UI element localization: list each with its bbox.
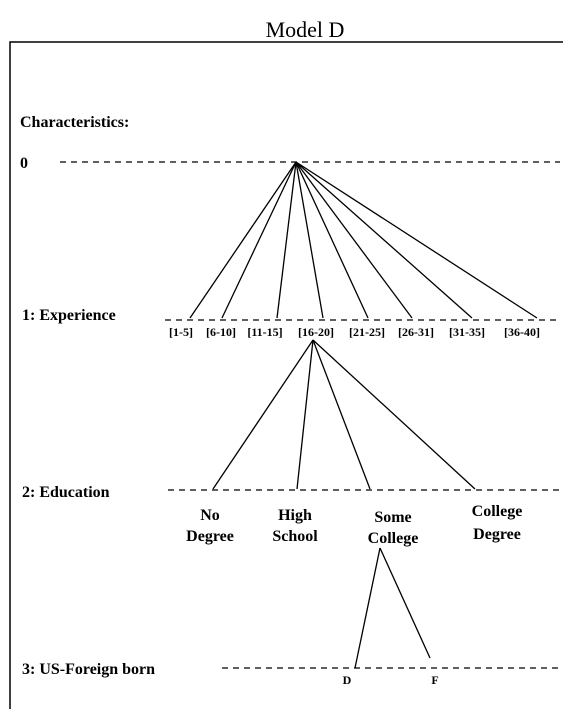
branch [295, 161, 413, 319]
frame [9, 41, 563, 709]
node-label: Degree [473, 526, 521, 543]
branch [312, 339, 476, 490]
branch [295, 161, 369, 319]
branch [295, 161, 473, 319]
node-label: [16-20] [298, 325, 334, 339]
node-label: [6-10] [206, 325, 236, 339]
branch [354, 547, 381, 669]
node-label: School [272, 528, 318, 545]
branch [312, 339, 371, 490]
branch [221, 161, 297, 319]
branch [276, 161, 297, 319]
heading: Characteristics: [20, 114, 129, 131]
node-label: [31-35] [449, 325, 485, 339]
level-label: 3: US-Foreign born [22, 661, 155, 678]
branch [212, 339, 314, 490]
node-label: D [343, 673, 352, 687]
branch [296, 339, 314, 490]
node-label: [1-5] [169, 325, 193, 339]
level-label: 1: Experience [22, 307, 116, 324]
node-label: [11-15] [247, 325, 282, 339]
node-label: [36-40] [504, 325, 540, 339]
level-label: 2: Education [22, 484, 110, 501]
branch [189, 161, 297, 319]
node-label: Degree [186, 528, 234, 545]
level-label: 0 [20, 155, 28, 172]
node-label: F [431, 673, 438, 687]
branch [379, 547, 431, 659]
node-label: High [278, 507, 312, 524]
branch [295, 161, 538, 319]
title: Model D [266, 17, 345, 42]
node-label: College [368, 530, 419, 547]
branch [295, 161, 324, 319]
node-label: No [200, 507, 220, 524]
node-label: College [472, 503, 523, 520]
node-label: [26-31] [398, 325, 434, 339]
node-label: Some [374, 509, 411, 526]
node-label: [21-25] [349, 325, 385, 339]
